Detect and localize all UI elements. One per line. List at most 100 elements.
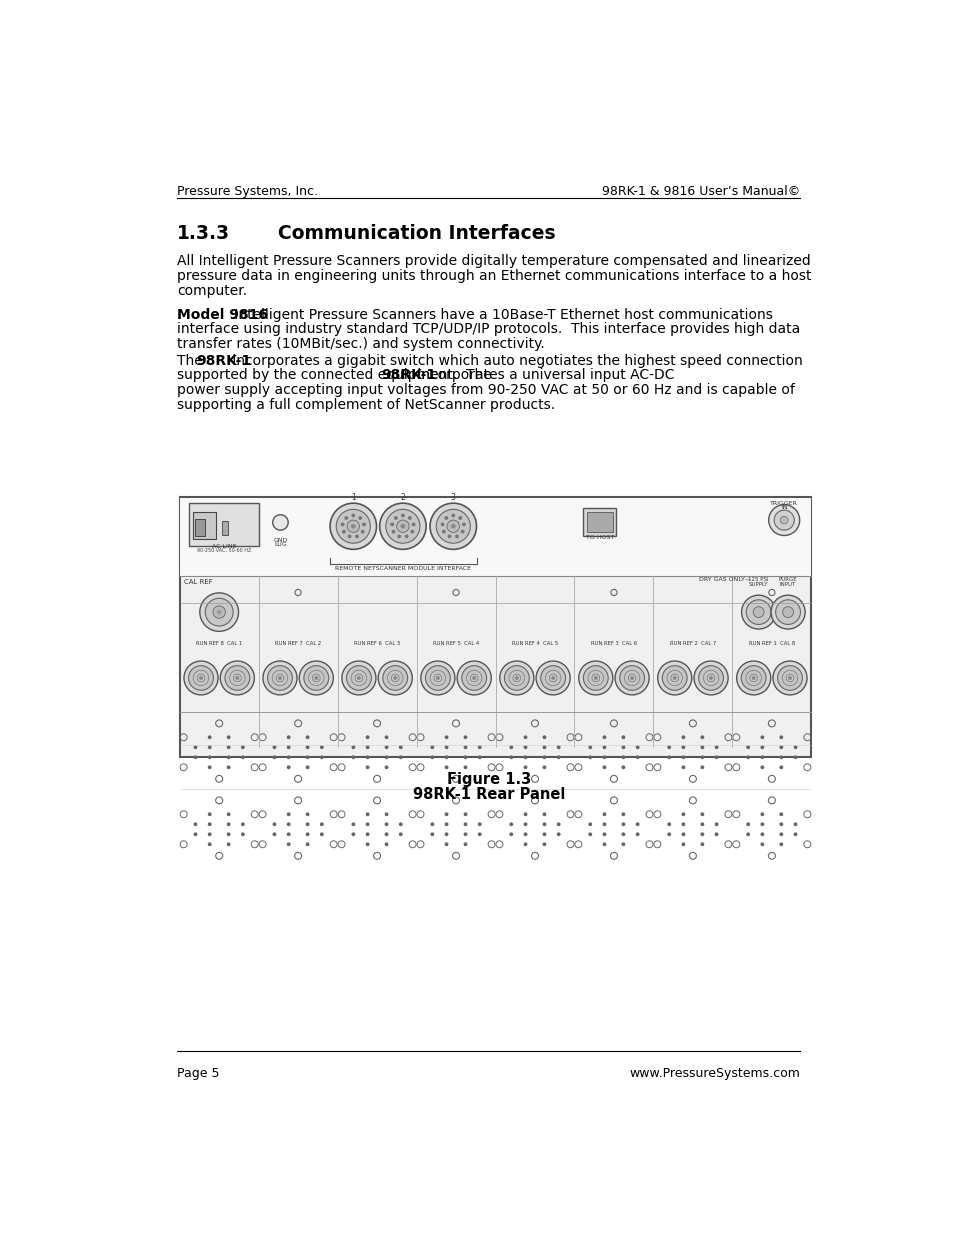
- Text: computer.: computer.: [177, 284, 247, 298]
- Circle shape: [620, 746, 625, 750]
- Circle shape: [351, 823, 355, 826]
- Circle shape: [635, 823, 639, 826]
- Text: RUN REF 2  CAL 7: RUN REF 2 CAL 7: [669, 641, 716, 646]
- Text: 2: 2: [400, 493, 405, 501]
- Circle shape: [305, 735, 309, 740]
- Text: AC LINE: AC LINE: [212, 543, 236, 548]
- Circle shape: [461, 522, 465, 526]
- Text: DRY GAS ONLY—: DRY GAS ONLY—: [699, 577, 750, 582]
- Circle shape: [772, 661, 806, 695]
- Circle shape: [523, 832, 527, 836]
- Circle shape: [770, 595, 804, 629]
- Text: RUN REF 8  CAL 1: RUN REF 8 CAL 1: [196, 641, 242, 646]
- Text: RUN REF 7  CAL 2: RUN REF 7 CAL 2: [274, 641, 321, 646]
- Circle shape: [557, 746, 560, 750]
- Circle shape: [700, 842, 703, 846]
- Circle shape: [602, 766, 606, 769]
- Circle shape: [267, 666, 292, 690]
- Circle shape: [583, 666, 608, 690]
- Circle shape: [362, 522, 366, 526]
- Bar: [193, 511, 216, 540]
- Circle shape: [241, 746, 245, 750]
- Circle shape: [714, 756, 718, 760]
- Circle shape: [351, 832, 355, 836]
- Text: 3: 3: [451, 493, 456, 501]
- Bar: [221, 521, 228, 535]
- Circle shape: [680, 746, 684, 750]
- Circle shape: [205, 598, 233, 626]
- Circle shape: [698, 666, 722, 690]
- Circle shape: [408, 516, 412, 520]
- Circle shape: [779, 756, 782, 760]
- Circle shape: [523, 766, 527, 769]
- Circle shape: [346, 666, 371, 690]
- Circle shape: [384, 832, 388, 836]
- Circle shape: [384, 813, 388, 816]
- Circle shape: [542, 842, 546, 846]
- Circle shape: [444, 735, 448, 740]
- Circle shape: [356, 676, 360, 680]
- Circle shape: [602, 746, 606, 750]
- Text: 98RK-1: 98RK-1: [195, 353, 251, 368]
- Circle shape: [602, 823, 606, 826]
- Bar: [586, 513, 612, 532]
- Circle shape: [341, 661, 375, 695]
- Circle shape: [700, 735, 703, 740]
- Circle shape: [509, 823, 513, 826]
- Circle shape: [760, 756, 763, 760]
- Circle shape: [620, 813, 625, 816]
- Circle shape: [515, 676, 518, 680]
- Circle shape: [263, 661, 296, 695]
- Circle shape: [760, 842, 763, 846]
- Circle shape: [693, 661, 727, 695]
- Circle shape: [384, 823, 388, 826]
- Bar: [195, 520, 204, 536]
- Text: 98RK-1 & 9816 User’s Manual©: 98RK-1 & 9816 User’s Manual©: [601, 185, 800, 198]
- Circle shape: [793, 746, 797, 750]
- Circle shape: [384, 842, 388, 846]
- Circle shape: [335, 509, 370, 543]
- Circle shape: [400, 524, 405, 529]
- Circle shape: [227, 756, 231, 760]
- Circle shape: [680, 735, 684, 740]
- Circle shape: [347, 520, 359, 532]
- Circle shape: [355, 535, 358, 538]
- Circle shape: [241, 756, 245, 760]
- Circle shape: [779, 735, 782, 740]
- Circle shape: [360, 530, 364, 534]
- Circle shape: [184, 661, 218, 695]
- Circle shape: [220, 661, 254, 695]
- Circle shape: [305, 842, 309, 846]
- Circle shape: [602, 832, 606, 836]
- Circle shape: [451, 524, 456, 529]
- Circle shape: [365, 813, 369, 816]
- Circle shape: [398, 746, 402, 750]
- Circle shape: [593, 676, 598, 680]
- Circle shape: [463, 746, 467, 750]
- Circle shape: [341, 530, 346, 534]
- Circle shape: [714, 823, 718, 826]
- Circle shape: [779, 842, 782, 846]
- Circle shape: [440, 522, 444, 526]
- Circle shape: [602, 756, 606, 760]
- Circle shape: [523, 813, 527, 816]
- Circle shape: [444, 766, 448, 769]
- Circle shape: [708, 676, 712, 680]
- Circle shape: [523, 746, 527, 750]
- Circle shape: [379, 503, 426, 550]
- Circle shape: [602, 813, 606, 816]
- Circle shape: [745, 832, 749, 836]
- Circle shape: [457, 516, 461, 520]
- Circle shape: [578, 661, 612, 695]
- Text: Figure 1.3: Figure 1.3: [446, 772, 531, 787]
- Text: RUN REF 6  CAL 3: RUN REF 6 CAL 3: [354, 641, 399, 646]
- Circle shape: [382, 666, 407, 690]
- Circle shape: [444, 813, 448, 816]
- Circle shape: [779, 746, 782, 750]
- Circle shape: [780, 516, 787, 524]
- Text: 1.3.3: 1.3.3: [177, 224, 231, 242]
- Circle shape: [540, 666, 565, 690]
- Circle shape: [463, 823, 467, 826]
- Text: LUG: LUG: [274, 542, 287, 547]
- Circle shape: [779, 832, 782, 836]
